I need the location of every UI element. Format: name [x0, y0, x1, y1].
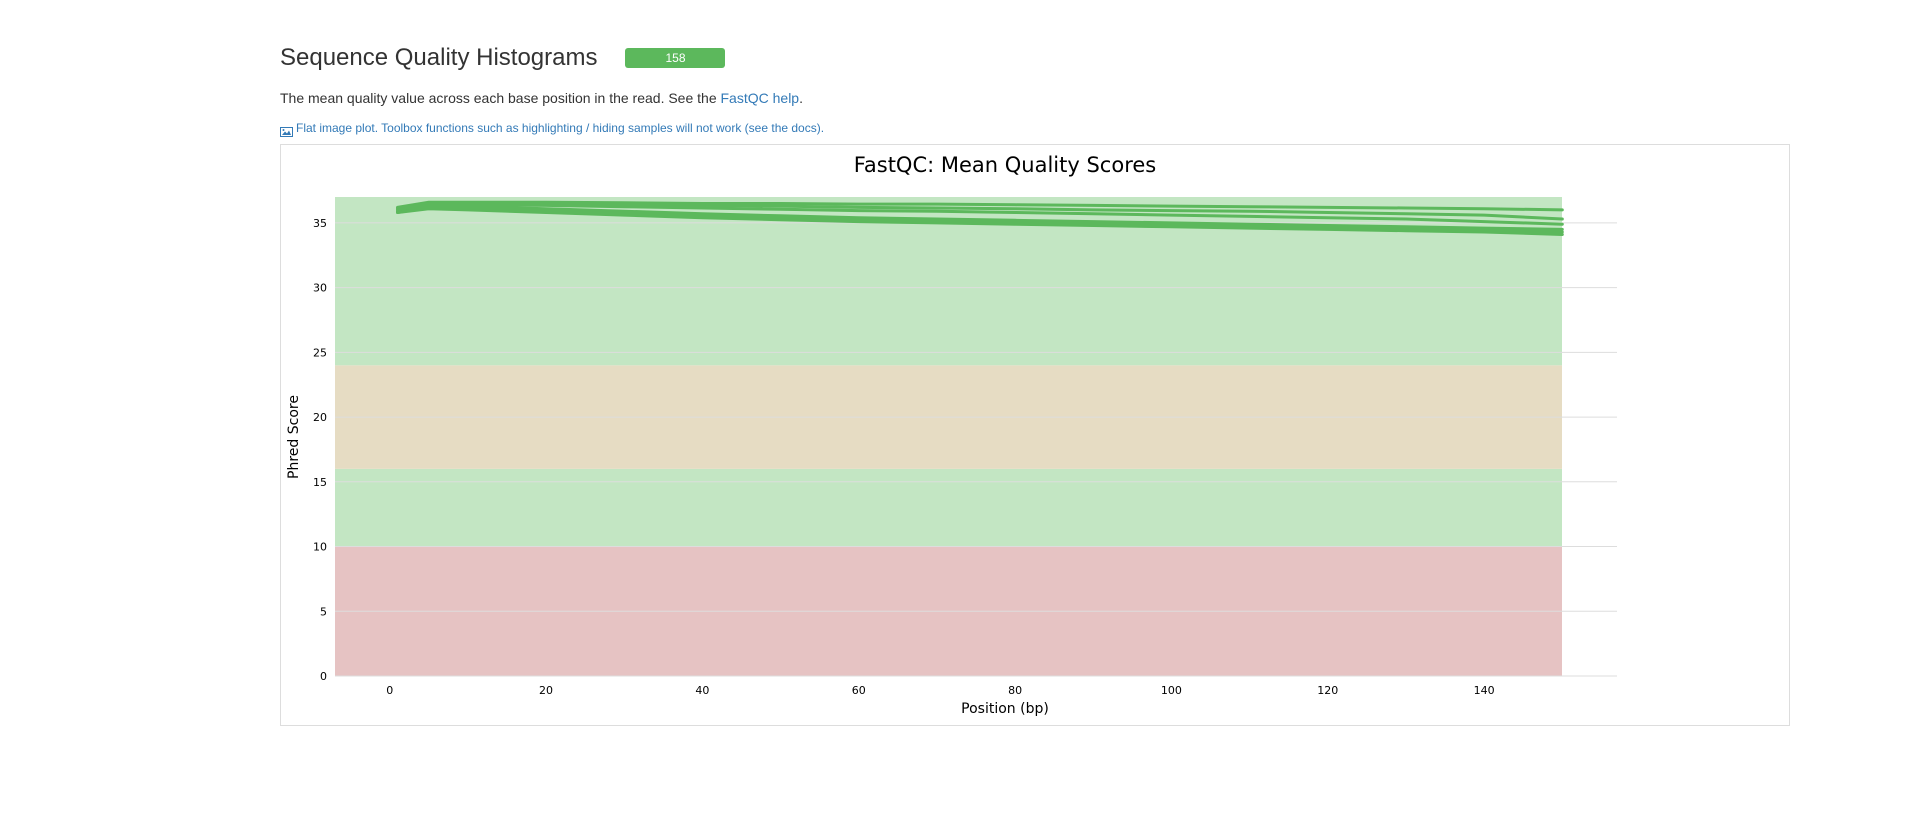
image-icon — [280, 123, 293, 137]
x-tick-label: 140 — [1474, 684, 1495, 697]
section-container: Sequence Quality Histograms 158 The mean… — [280, 38, 1790, 138]
section-description: The mean quality value across each base … — [280, 88, 1790, 108]
x-tick-label: 100 — [1161, 684, 1182, 697]
y-tick-label: 30 — [313, 282, 327, 295]
y-tick-label: 0 — [320, 670, 327, 683]
x-tick-label: 20 — [539, 684, 553, 697]
x-tick-label: 0 — [386, 684, 393, 697]
x-axis-label: Position (bp) — [961, 701, 1049, 717]
x-tick-label: 60 — [852, 684, 866, 697]
x-tick-label: 40 — [695, 684, 709, 697]
sample-line-4 — [396, 205, 1564, 234]
fastqc-help-link[interactable]: FastQC help — [720, 90, 800, 106]
section-title: Sequence Quality Histograms — [280, 44, 598, 71]
x-tick-label: 120 — [1317, 684, 1338, 697]
description-suffix: . — [799, 90, 803, 106]
y-axis-label: Phred Score — [286, 395, 302, 479]
y-tick-label: 25 — [313, 346, 327, 359]
sample-line-0 — [396, 200, 1564, 212]
sample-line-3 — [396, 204, 1564, 231]
flat-plot-note-text: Flat image plot. Toolbox functions such … — [296, 121, 825, 135]
y-tick-label: 10 — [313, 541, 327, 554]
sample-line-5 — [396, 207, 1564, 236]
sample-line-2 — [396, 203, 1564, 226]
mean-quality-chart: FastQC: Mean Quality Scores 0 5 10 15 20 25 30… — [286, 153, 1617, 717]
plot-container: FastQC: Mean Quality Scores 0 5 10 15 20 25 30… — [280, 144, 1790, 726]
flat-plot-note[interactable]: Flat image plot. Toolbox functions such … — [280, 118, 1790, 138]
y-tick-label: 15 — [313, 476, 327, 489]
y-tick-label: 20 — [313, 411, 327, 424]
sample-count-badge[interactable]: 158 — [625, 48, 726, 68]
section-header: Sequence Quality Histograms 158 — [280, 38, 1790, 78]
description-text: The mean quality value across each base … — [280, 90, 721, 106]
y-tick-label: 5 — [320, 605, 327, 618]
quality-zone-1 — [335, 468, 1562, 547]
x-tick-label: 80 — [1008, 684, 1022, 697]
y-tick-label: 35 — [313, 217, 327, 230]
chart-title: FastQC: Mean Quality Scores — [854, 153, 1157, 177]
